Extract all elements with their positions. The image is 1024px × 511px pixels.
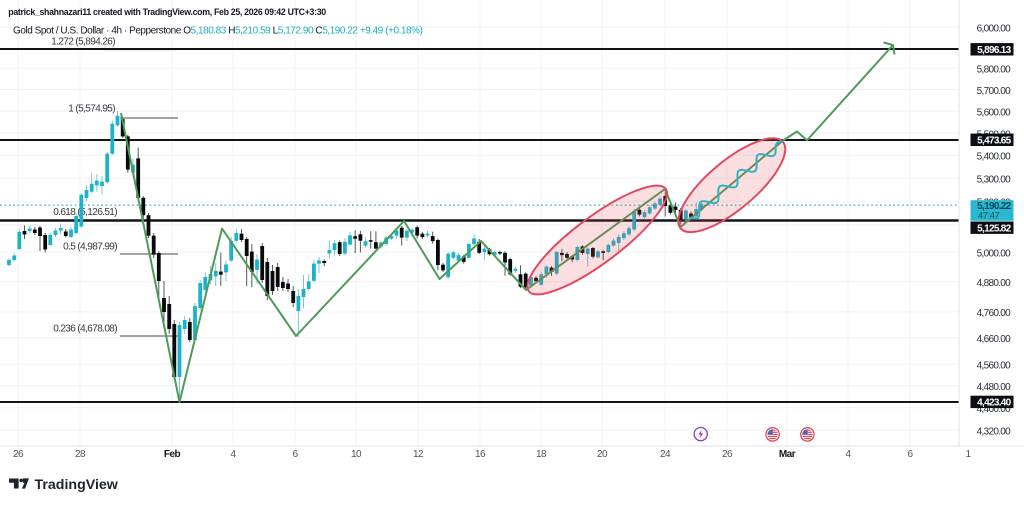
svg-text:24: 24 bbox=[660, 449, 671, 460]
svg-text:4,423.40: 4,423.40 bbox=[977, 398, 1011, 409]
svg-text:28: 28 bbox=[75, 449, 86, 460]
svg-text:5,800.00: 5,800.00 bbox=[977, 65, 1011, 76]
svg-text:6: 6 bbox=[907, 449, 913, 460]
svg-text:12: 12 bbox=[413, 449, 424, 460]
svg-text:5,000.00: 5,000.00 bbox=[977, 248, 1011, 259]
svg-text:1 (5,574.95): 1 (5,574.95) bbox=[68, 104, 115, 115]
svg-text:4,320.00: 4,320.00 bbox=[977, 426, 1011, 437]
svg-text:5,190.22: 5,190.22 bbox=[977, 201, 1011, 212]
svg-text:5,473.65: 5,473.65 bbox=[977, 135, 1011, 146]
svg-text:6,000.00: 6,000.00 bbox=[977, 23, 1011, 34]
svg-text:Feb: Feb bbox=[164, 449, 181, 460]
svg-text:4,880.00: 4,880.00 bbox=[977, 278, 1011, 289]
svg-text:26: 26 bbox=[722, 449, 733, 460]
svg-text:4,480.00: 4,480.00 bbox=[977, 382, 1011, 393]
svg-text:4,560.00: 4,560.00 bbox=[977, 361, 1011, 372]
svg-text:0.618 (5,126.51): 0.618 (5,126.51) bbox=[53, 207, 117, 218]
svg-text:20: 20 bbox=[597, 449, 608, 460]
svg-text:6: 6 bbox=[292, 449, 298, 460]
svg-text:5,125.82: 5,125.82 bbox=[977, 223, 1011, 234]
svg-text:Gold Spot / U.S. Dollar · 4h ·: Gold Spot / U.S. Dollar · 4h · Peppersto… bbox=[13, 26, 423, 37]
svg-text:4,760.00: 4,760.00 bbox=[977, 308, 1011, 319]
svg-text:TradingView: TradingView bbox=[35, 477, 119, 493]
svg-text:4,660.00: 4,660.00 bbox=[977, 334, 1011, 345]
svg-text:4: 4 bbox=[845, 449, 851, 460]
svg-text:5,896.13: 5,896.13 bbox=[977, 45, 1011, 56]
svg-text:16: 16 bbox=[475, 449, 486, 460]
svg-text:Mar: Mar bbox=[779, 449, 796, 460]
svg-text:18: 18 bbox=[536, 449, 547, 460]
svg-text:5,600.00: 5,600.00 bbox=[977, 107, 1011, 118]
svg-text:5,700.00: 5,700.00 bbox=[977, 86, 1011, 97]
svg-text:5,400.00: 5,400.00 bbox=[977, 152, 1011, 163]
svg-text:patrick_shahnazari11 created w: patrick_shahnazari11 created with Tradin… bbox=[8, 7, 326, 17]
svg-text:4: 4 bbox=[230, 449, 236, 460]
svg-text:47:47: 47:47 bbox=[978, 211, 999, 222]
svg-text:10: 10 bbox=[351, 449, 362, 460]
svg-text:0.236 (4,678.08): 0.236 (4,678.08) bbox=[53, 324, 117, 335]
svg-text:1.272 (5,894.26): 1.272 (5,894.26) bbox=[51, 37, 115, 48]
svg-text:1: 1 bbox=[965, 449, 971, 460]
svg-text:5,300.00: 5,300.00 bbox=[977, 175, 1011, 186]
svg-text:26: 26 bbox=[13, 449, 24, 460]
svg-text:4,400.00: 4,400.00 bbox=[977, 404, 1011, 415]
svg-text:0.5 (4,987.99): 0.5 (4,987.99) bbox=[63, 242, 117, 253]
